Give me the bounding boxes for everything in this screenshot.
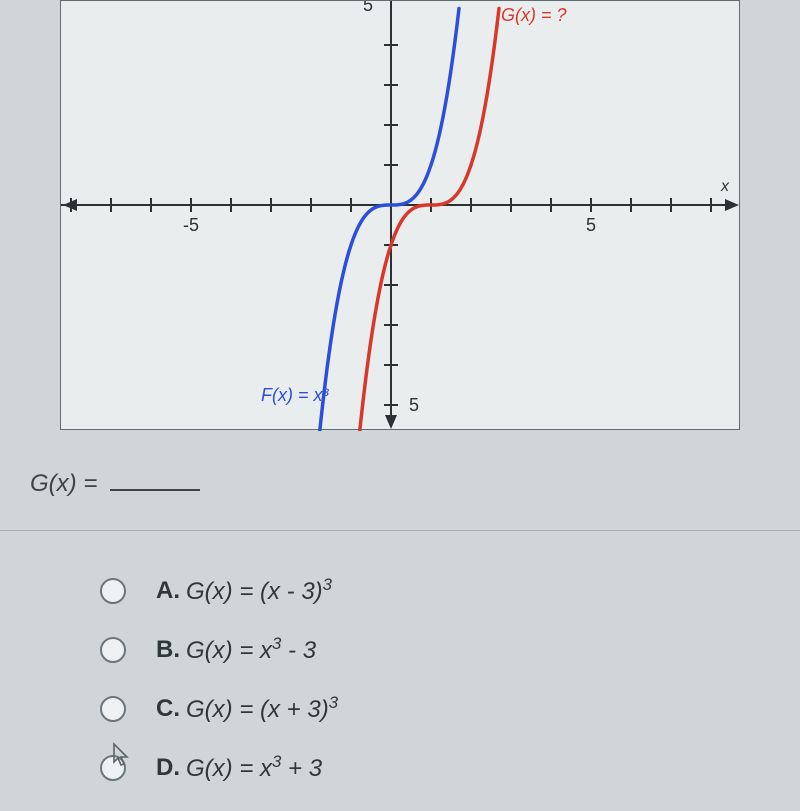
radio-button[interactable]	[100, 696, 126, 722]
svg-text:5: 5	[409, 395, 419, 415]
svg-text:-5: -5	[183, 215, 199, 235]
answer-choices: A.G(x) = (x - 3)3B.G(x) = x3 - 3C.G(x) =…	[100, 575, 660, 811]
svg-text:G(x) = ?: G(x) = ?	[501, 5, 567, 25]
choice-letter: D.	[156, 754, 180, 782]
choice-letter: B.	[156, 636, 180, 664]
choice-c[interactable]: C.G(x) = (x + 3)3	[100, 693, 660, 724]
cubic-graph: 5 -5 5 5 x F(x) = x³ G(x) = ?	[61, 1, 741, 431]
question-blank	[110, 489, 200, 491]
question-middle: (x) =	[49, 470, 98, 497]
choice-text: G(x) = x3 - 3	[186, 634, 316, 665]
choice-a[interactable]: A.G(x) = (x - 3)3	[100, 575, 660, 606]
svg-text:x: x	[720, 178, 730, 195]
choice-b[interactable]: B.G(x) = x3 - 3	[100, 634, 660, 665]
question-prompt: G(x) =	[30, 470, 200, 498]
choice-text: G(x) = (x - 3)3	[186, 575, 332, 606]
choice-text: G(x) = x3 + 3	[186, 752, 322, 783]
radio-button[interactable]	[100, 637, 126, 663]
divider	[0, 530, 800, 531]
choice-letter: C.	[156, 695, 180, 723]
radio-button[interactable]	[100, 755, 126, 781]
svg-text:5: 5	[586, 215, 596, 235]
graph-panel: 5 -5 5 5 x F(x) = x³ G(x) = ?	[60, 0, 740, 430]
choice-letter: A.	[156, 577, 180, 605]
radio-button[interactable]	[100, 578, 126, 604]
page-root: 5-555xF(x) = x³G(x) = ? G(x) = A.G(x) = …	[0, 0, 800, 800]
choice-text: G(x) = (x + 3)3	[186, 693, 338, 724]
choice-d[interactable]: D.G(x) = x3 + 3	[100, 752, 660, 783]
svg-text:5: 5	[363, 1, 373, 15]
question-var: G	[30, 470, 49, 497]
svg-text:F(x) = x³: F(x) = x³	[261, 385, 329, 405]
